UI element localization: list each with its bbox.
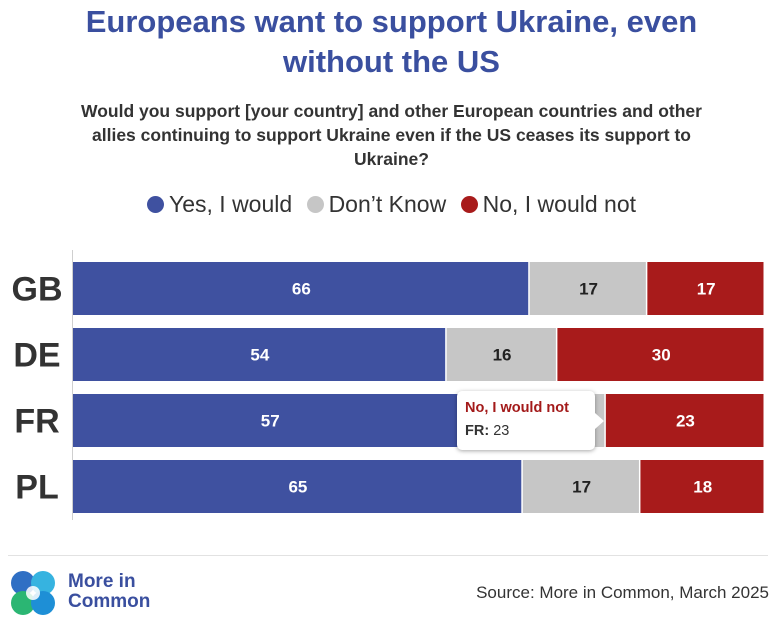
bar-segment-fr-0[interactable] xyxy=(73,394,466,447)
chart-tooltip: No, I would not FR: 23 xyxy=(457,391,595,450)
data-label-pl-1: 17 xyxy=(572,478,591,497)
data-label-gb-1: 17 xyxy=(579,280,598,299)
tooltip-arrow xyxy=(595,413,604,429)
subtitle-line-3: Ukraine? xyxy=(354,149,429,169)
logo-wordmark: More in Common xyxy=(68,572,150,612)
source-note: Source: More in Common, March 2025 xyxy=(476,583,769,602)
footer-divider xyxy=(8,555,768,556)
data-label-de-2: 30 xyxy=(652,346,671,365)
bar-segment-de-2[interactable] xyxy=(557,328,764,381)
legend-dot-yes-icon xyxy=(146,196,164,213)
data-label-de-1: 16 xyxy=(493,346,512,365)
data-label-fr-0: 57 xyxy=(261,412,280,431)
bar-segment-pl-0[interactable] xyxy=(73,460,522,513)
logo-line-2: Common xyxy=(68,591,151,612)
legend-dot-no-icon xyxy=(460,196,478,213)
data-label-gb-2: 17 xyxy=(697,280,716,299)
legend-label-yes: Yes, I would xyxy=(168,191,293,217)
tooltip-value: 23 xyxy=(493,423,510,439)
category-label-gb: GB xyxy=(12,271,63,309)
bar-segment-gb-2[interactable] xyxy=(647,262,764,315)
data-label-pl-2: 18 xyxy=(693,478,712,497)
tooltip-series-name: No, I would not xyxy=(465,400,569,416)
data-label-pl-0: 65 xyxy=(288,478,307,497)
chart-title-line-2: without the US xyxy=(283,44,500,79)
subtitle-line-2: allies continuing to support Ukraine eve… xyxy=(92,125,691,145)
chart-title: Europeans want to support Ukraine, even … xyxy=(0,2,783,82)
legend-dot-dont-know-icon xyxy=(306,196,324,213)
legend-label-dont-know: Don’t Know xyxy=(328,191,447,217)
legend-item-yes[interactable]: Yes, I would xyxy=(146,188,293,220)
legend-item-no[interactable]: No, I would not xyxy=(460,188,636,220)
legend-item-dont-know[interactable]: Don’t Know xyxy=(306,188,447,220)
legend-label-no: No, I would not xyxy=(482,191,636,217)
bar-segment-de-0[interactable] xyxy=(73,328,446,381)
bar-segment-pl-2[interactable] xyxy=(640,460,764,513)
bar-segment-de-1[interactable] xyxy=(446,328,556,381)
chart-subtitle: Would you support [your country] and oth… xyxy=(20,99,763,171)
more-in-common-logo-icon xyxy=(11,571,55,615)
chart-title-line-1: Europeans want to support Ukraine, even xyxy=(85,4,698,39)
tooltip-category: FR: xyxy=(465,423,490,439)
data-label-fr-2: 23 xyxy=(676,412,695,431)
bar-segment-gb-0[interactable] xyxy=(73,262,529,315)
category-label-fr: FR xyxy=(14,403,59,441)
category-label-pl: PL xyxy=(15,469,58,507)
bar-segment-pl-1[interactable] xyxy=(522,460,639,513)
subtitle-line-1: Would you support [your country] and oth… xyxy=(81,101,702,121)
chart-legend: Yes, I would Don’t Know No, I would not xyxy=(0,188,783,220)
bar-segment-gb-1[interactable] xyxy=(529,262,646,315)
stacked-bar-chart: GB661717DE541630FR572023PL651718 xyxy=(12,250,764,520)
logo-line-1: More in xyxy=(68,571,136,592)
category-label-de: DE xyxy=(13,337,60,375)
tooltip-value-row: FR: 23 xyxy=(465,423,509,439)
data-label-gb-0: 66 xyxy=(292,280,311,299)
data-label-de-0: 54 xyxy=(250,346,269,365)
bar-segment-fr-2[interactable] xyxy=(605,394,764,447)
